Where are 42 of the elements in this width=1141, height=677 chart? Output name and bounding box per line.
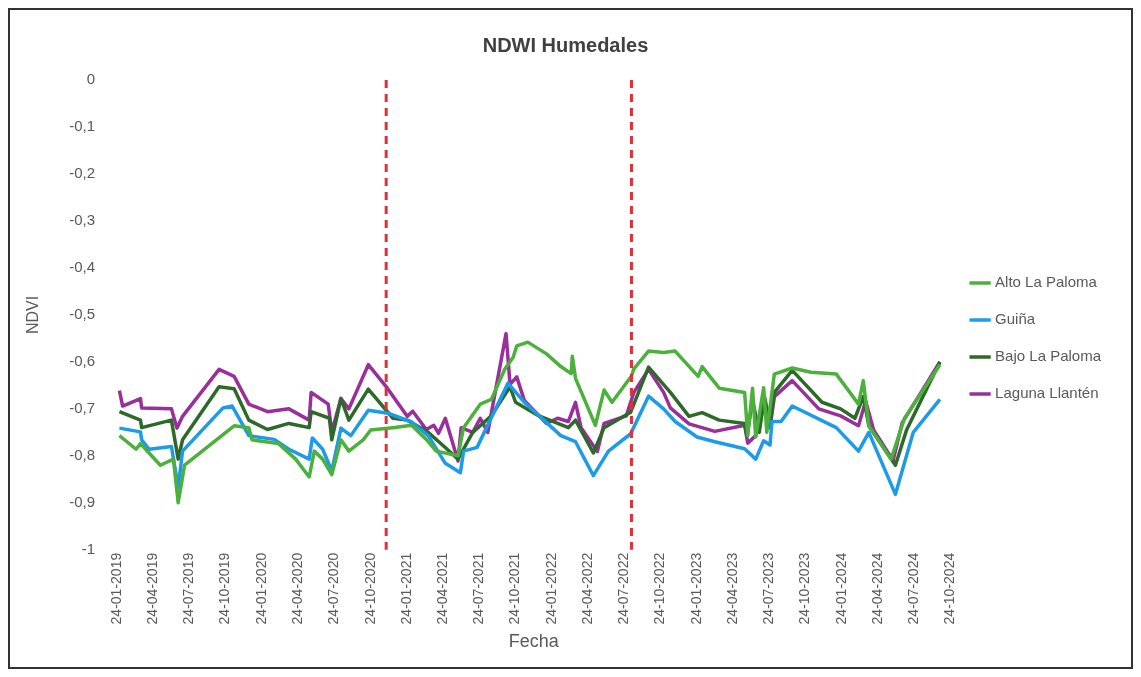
x-tick-label: 24-07-2022: [614, 552, 631, 625]
y-tick-label: -0,1: [69, 117, 96, 135]
y-tick-label: -0,4: [69, 258, 96, 276]
legend-label: Laguna Llantén: [995, 384, 1099, 402]
x-tick-label: 24-01-2020: [252, 552, 269, 625]
x-tick-label: 24-01-2023: [687, 552, 704, 625]
y-tick-label: -0,5: [69, 305, 96, 323]
x-tick-label: 24-07-2021: [469, 552, 486, 625]
y-tick-label: -1: [81, 539, 96, 557]
x-tick-label: 24-10-2024: [941, 552, 958, 625]
x-tick-label: 24-04-2022: [578, 552, 595, 625]
x-tick-label: 24-07-2020: [325, 552, 342, 625]
x-tick-label: 24-01-2019: [107, 552, 124, 625]
x-tick-label: 24-04-2023: [723, 552, 740, 625]
x-axis-title: Fecha: [508, 631, 560, 652]
x-tick-label: 24-01-2022: [542, 552, 559, 625]
x-tick-label: 24-04-2019: [143, 552, 160, 625]
x-tick-label: 24-07-2023: [759, 552, 776, 625]
x-tick-label: 24-10-2022: [651, 552, 668, 625]
x-tick-label: 24-04-2024: [868, 552, 885, 625]
x-tick-label: 24-04-2021: [433, 552, 450, 625]
x-tick-label: 24-04-2020: [288, 552, 305, 625]
x-tick-label: 24-10-2020: [361, 552, 378, 625]
legend-label: Bajo La Paloma: [995, 347, 1102, 365]
y-tick-label: -0,8: [69, 445, 96, 463]
x-tick-label: 24-07-2019: [179, 552, 196, 625]
x-tick-label: 24-10-2023: [796, 552, 813, 625]
y-tick-label: -0,6: [69, 352, 96, 370]
x-tick-label: 24-01-2021: [398, 552, 415, 625]
y-tick-label: -0,2: [69, 164, 96, 182]
y-tick-label: -0,3: [69, 211, 96, 229]
y-tick-label: -0,9: [69, 492, 96, 510]
y-axis-title: NDVI: [24, 295, 42, 335]
legend-label: Guiña: [995, 310, 1036, 328]
chart-title: NDWI Humedales: [482, 33, 649, 56]
x-tick-label: 24-10-2021: [506, 552, 523, 625]
x-tick-label: 24-10-2019: [216, 552, 233, 625]
x-tick-label: 24-01-2024: [832, 552, 849, 625]
y-tick-label: -0,7: [69, 398, 96, 416]
y-tick-label: 0: [86, 70, 96, 88]
x-tick-label: 24-07-2024: [904, 552, 921, 625]
legend-label: Alto La Paloma: [995, 273, 1098, 291]
